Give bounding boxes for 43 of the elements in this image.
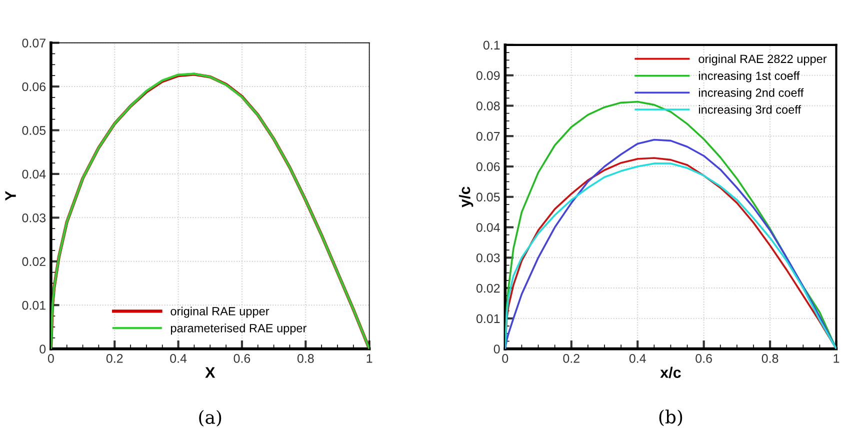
legend-label: increasing 3rd coeff (698, 105, 802, 116)
legend-label: increasing 1st coeff (698, 71, 800, 82)
text: (a) (199, 410, 222, 427)
x-tick-label: 1 (834, 354, 840, 363)
y-axis-title: y/c (458, 186, 474, 208)
x-tick-label: 0.4 (629, 354, 646, 363)
y-tick-label: 0.02 (476, 284, 500, 293)
y-tick-label: 0.01 (22, 300, 46, 310)
y-tick-label: 0.03 (476, 253, 500, 262)
legend-label: original RAE upper (170, 306, 270, 318)
y-tick-label: 0.05 (476, 192, 500, 202)
y-tick-label: 0 (494, 344, 500, 354)
x-tick-label: 0.2 (106, 354, 123, 363)
x-tick-label: 0 (48, 354, 54, 363)
y-tick-label: 0.07 (22, 38, 46, 48)
x-tick-label: 0.6 (234, 354, 250, 363)
y-tick-label: 0.08 (476, 102, 500, 110)
y-tick-label: 0.1 (483, 40, 500, 50)
y-tick-label: 0.07 (476, 132, 500, 141)
y-tick-label: 0.04 (22, 170, 46, 179)
x-tick-label: 0.4 (170, 354, 187, 363)
x-axis-title: X (205, 367, 216, 378)
y-tick-label: 0.09 (476, 71, 500, 80)
x-tick-label: 0.6 (696, 354, 712, 363)
y-tick-label: 0.04 (476, 223, 500, 232)
x-tick-label: 0.8 (297, 354, 314, 363)
x-tick-label: 0 (502, 354, 508, 363)
y-tick-label: 0.06 (476, 162, 500, 172)
legend-label: increasing 2nd coeff (698, 88, 804, 100)
y-axis-title: Y (5, 190, 16, 201)
y-tick-label: 0.05 (22, 126, 46, 135)
y-tick-label: 0.03 (22, 213, 46, 222)
y-tick-label: 0.02 (22, 257, 46, 266)
y-tick-label: 0.01 (476, 314, 500, 324)
x-tick-label: 0.2 (563, 354, 580, 363)
x-tick-label: 1 (366, 354, 372, 363)
y-tick-label: 0.06 (22, 82, 46, 92)
x-axis-title: x/c (660, 366, 681, 378)
legend-label: parameterised RAE upper (170, 324, 307, 335)
text: (b) (659, 410, 682, 426)
y-tick-label: 0 (40, 344, 46, 354)
x-tick-label: 0.8 (762, 354, 778, 363)
legend-label: original RAE 2822 upper (698, 54, 827, 66)
